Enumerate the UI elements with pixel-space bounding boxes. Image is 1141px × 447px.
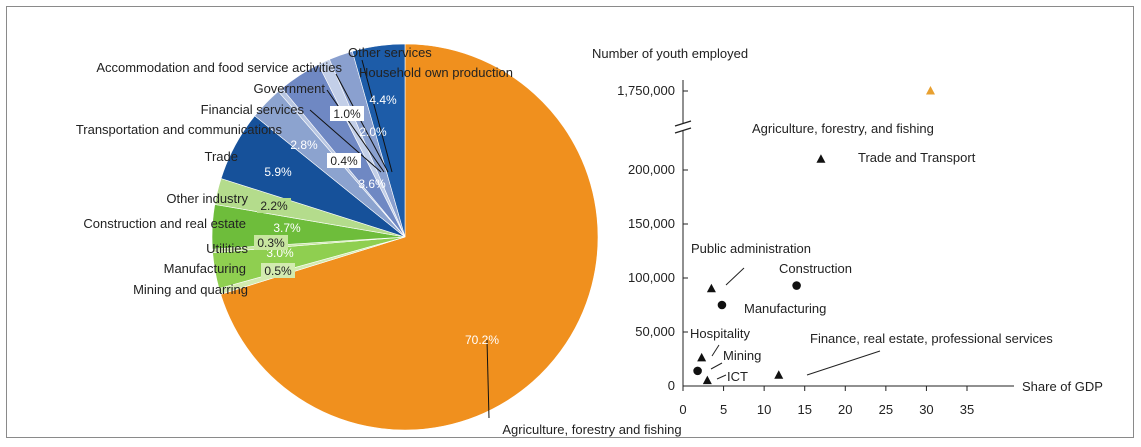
pie-value-utilities: 0.3% xyxy=(257,236,285,250)
figure-frame xyxy=(6,6,1134,438)
leader-line-accommodation-and-food-service-activities xyxy=(335,73,389,173)
pie-value-transportation-and-communications: 2.8% xyxy=(290,138,318,152)
point-public-administration xyxy=(706,283,716,293)
pie-label-agriculture-forestry-and-fishing: Agriculture, forestry and fishing xyxy=(502,422,681,437)
y-axis-title: Number of youth employed xyxy=(592,46,748,61)
y-tick-label-150-000: 150,000 xyxy=(628,216,675,231)
pie-label-accommodation-and-food-service-activities: Accommodation and food service activitie… xyxy=(96,60,342,75)
point-ict xyxy=(702,375,712,385)
value-label-box-accommodation-and-food-service-activities xyxy=(330,106,364,121)
pie-chart: Agriculture, forestry and fishing 70.2% Mi… xyxy=(76,43,682,437)
x-tick-label-20: 20 xyxy=(838,402,852,417)
pie-value-trade: 5.9% xyxy=(264,165,292,179)
scatter-chart: Number of youth employed Share of GDP 0 50,… xyxy=(592,46,1103,417)
point-hospitality xyxy=(697,352,707,362)
point-leader-hospitality xyxy=(711,344,720,357)
x-tick-label-35: 35 xyxy=(960,402,974,417)
pie-label-trade: Trade xyxy=(205,149,238,164)
point-label-agriculture-forestry-and-fishing: Agriculture, forestry, and fishing xyxy=(752,121,934,136)
value-label-box-other-industry xyxy=(257,198,291,213)
point-finance-real-estate-professional-services xyxy=(774,370,784,379)
leader-line-agriculture-forestry-and-fishing xyxy=(486,339,490,419)
x-tick-label-25: 25 xyxy=(879,402,893,417)
x-tick-label-0: 0 xyxy=(679,402,686,417)
x-tick-label-5: 5 xyxy=(720,402,727,417)
y-tick-label-100-000: 100,000 xyxy=(628,270,675,285)
pie-value-household-own-production: 4.4% xyxy=(369,93,397,107)
point-label-ict: ICT xyxy=(727,369,748,384)
point-label-trade-and-transport: Trade and Transport xyxy=(858,150,976,165)
pie-label-other-services: Other services xyxy=(348,45,432,60)
x-axis-title: Share of GDP xyxy=(1022,379,1103,394)
pie-value-financial-services: 0.4% xyxy=(330,154,358,168)
point-manufacturing xyxy=(717,300,727,310)
pie-value-other-industry: 2.2% xyxy=(260,199,288,213)
value-label-box-utilities xyxy=(254,235,288,250)
leader-line-other-services xyxy=(361,59,393,173)
y-tick-label-200-000: 200,000 xyxy=(628,162,675,177)
point-leader-finance-real-estate-professional-services xyxy=(806,350,881,376)
axis-break-mark-lower xyxy=(674,127,692,134)
pie-label-household-own-production: Household own production xyxy=(359,65,513,80)
point-leader-ict xyxy=(716,374,727,380)
value-label-box-mining-and-quarring xyxy=(261,263,295,278)
point-construction xyxy=(792,281,801,290)
point-label-public-administration: Public administration xyxy=(691,241,811,256)
pie-value-other-services: 2.0% xyxy=(359,125,387,139)
y-tick-label-50-000: 50,000 xyxy=(635,324,675,339)
point-label-mining: Mining xyxy=(723,348,761,363)
point-leader-public-administration xyxy=(725,267,745,286)
pie-value-government: 3.6% xyxy=(358,177,386,191)
pie-value-agriculture-forestry-and-fishing: 70.2% xyxy=(465,333,499,347)
point-leader-mining xyxy=(710,362,723,370)
point-label-manufacturing: Manufacturing xyxy=(744,301,826,316)
pie-label-government: Government xyxy=(253,81,325,96)
point-agriculture-forestry-and-fishing xyxy=(925,86,935,95)
pie-label-other-industry: Other industry xyxy=(166,191,248,206)
y-tick-label-1-750-000: 1,750,000 xyxy=(617,83,675,98)
axis-break-mark-upper xyxy=(674,120,692,127)
pie-label-transportation-and-communications: Transportation and communications xyxy=(76,122,283,137)
x-tick-label-10: 10 xyxy=(757,402,771,417)
point-trade-and-transport xyxy=(816,154,826,163)
leader-line-financial-services xyxy=(309,109,382,173)
pie-value-construction-and-real-estate: 3.7% xyxy=(273,221,301,235)
pie-slice-household-own-production xyxy=(351,43,406,238)
point-mining xyxy=(693,366,702,376)
pie-slice-agriculture-forestry-and-fishing xyxy=(220,43,599,431)
leader-line-government xyxy=(326,89,385,173)
y-tick-label-0: 0 xyxy=(668,378,675,393)
pie-label-utilities: Utilities xyxy=(206,241,248,256)
pie-label-mining-and-quarring: Mining and quarring xyxy=(133,282,248,297)
point-label-finance-real-estate-professional-services: Finance, real estate, professional servi… xyxy=(810,331,1053,346)
pie-label-manufacturing: Manufacturing xyxy=(164,261,246,276)
pie-value-mining-and-quarring: 0.5% xyxy=(264,264,292,278)
point-label-hospitality: Hospitality xyxy=(690,326,750,341)
value-label-box-financial-services xyxy=(327,153,361,168)
pie-label-financial-services: Financial services xyxy=(201,102,305,117)
point-label-construction: Construction xyxy=(779,261,852,276)
pie-value-accommodation-and-food-service-activities: 1.0% xyxy=(333,107,361,121)
pie-label-construction-and-real-estate: Construction and real estate xyxy=(83,216,246,231)
x-tick-label-15: 15 xyxy=(797,402,811,417)
x-tick-label-30: 30 xyxy=(919,402,933,417)
